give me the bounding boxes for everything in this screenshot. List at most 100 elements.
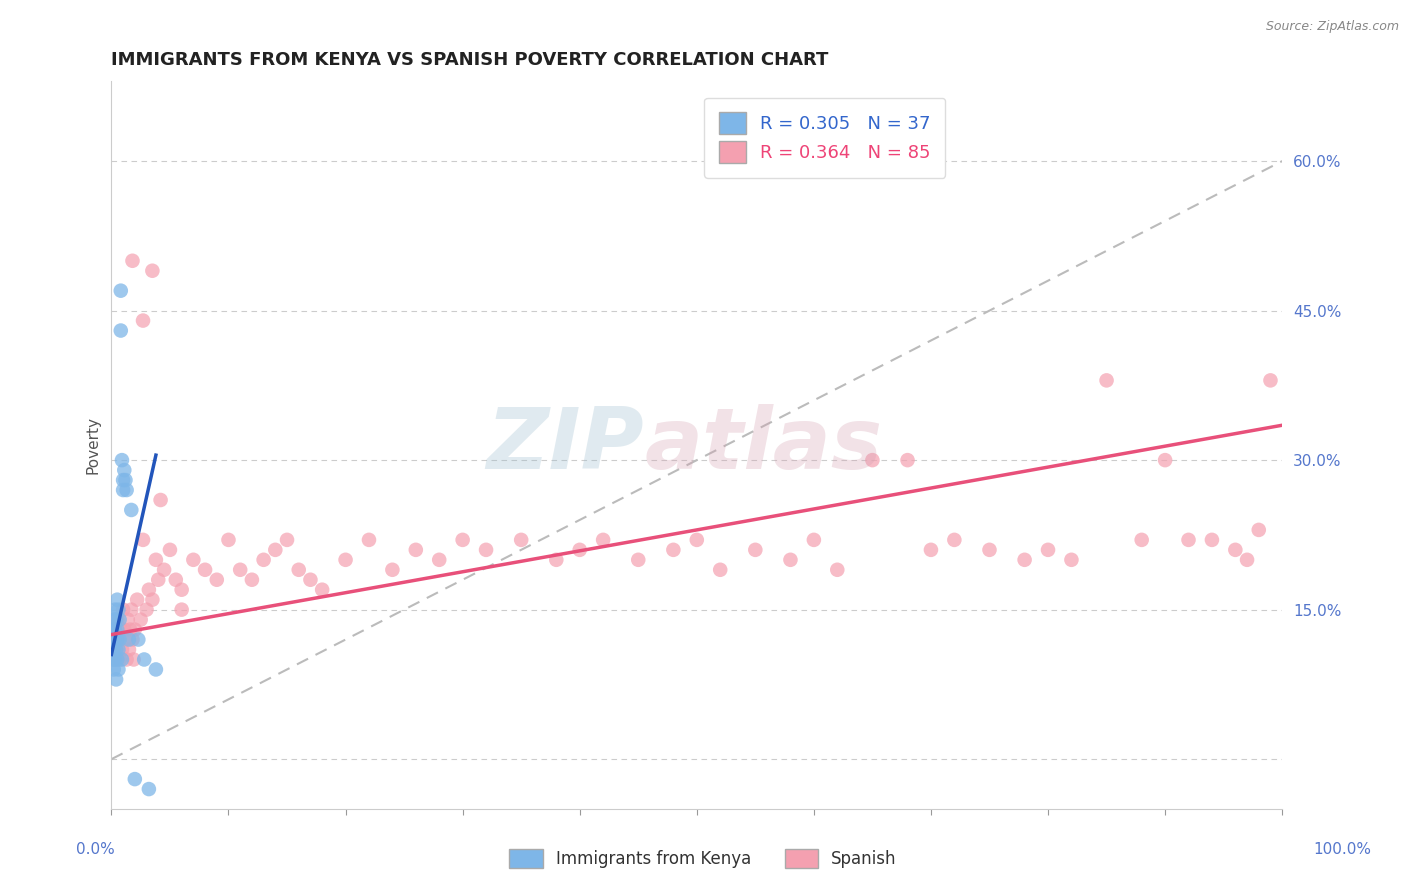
Point bbox=[475, 542, 498, 557]
Point bbox=[132, 533, 155, 547]
Point bbox=[112, 602, 135, 616]
Point bbox=[568, 542, 591, 557]
Point bbox=[1036, 542, 1059, 557]
Point bbox=[132, 313, 155, 327]
Point bbox=[103, 642, 125, 657]
Point bbox=[1154, 453, 1177, 467]
Point bbox=[311, 582, 333, 597]
Point bbox=[803, 533, 825, 547]
Point bbox=[1247, 523, 1270, 537]
Point bbox=[920, 542, 942, 557]
Point bbox=[129, 613, 152, 627]
Point bbox=[134, 652, 156, 666]
Point bbox=[115, 483, 138, 497]
Point bbox=[105, 613, 128, 627]
Point bbox=[120, 602, 142, 616]
Text: atlas: atlas bbox=[644, 404, 882, 487]
Point bbox=[103, 663, 125, 677]
Point bbox=[108, 613, 131, 627]
Point bbox=[264, 542, 287, 557]
Point bbox=[104, 623, 127, 637]
Legend: R = 0.305   N = 37, R = 0.364   N = 85: R = 0.305 N = 37, R = 0.364 N = 85 bbox=[704, 97, 945, 178]
Point bbox=[111, 453, 134, 467]
Point bbox=[111, 642, 134, 657]
Point bbox=[427, 553, 450, 567]
Point bbox=[103, 613, 125, 627]
Point bbox=[138, 782, 160, 797]
Point bbox=[1014, 553, 1036, 567]
Point bbox=[111, 652, 134, 666]
Point bbox=[124, 623, 146, 637]
Point bbox=[112, 463, 135, 477]
Point bbox=[165, 573, 187, 587]
Point bbox=[1201, 533, 1223, 547]
Point bbox=[229, 563, 252, 577]
Point bbox=[744, 542, 766, 557]
Point bbox=[148, 573, 170, 587]
Point bbox=[117, 613, 139, 627]
Point bbox=[112, 483, 135, 497]
Point bbox=[381, 563, 404, 577]
Point bbox=[1060, 553, 1083, 567]
Point bbox=[124, 772, 146, 786]
Point bbox=[405, 542, 427, 557]
Point bbox=[627, 553, 650, 567]
Legend: Immigrants from Kenya, Spanish: Immigrants from Kenya, Spanish bbox=[502, 842, 904, 875]
Point bbox=[104, 623, 127, 637]
Point bbox=[1130, 533, 1153, 547]
Point bbox=[127, 632, 149, 647]
Point bbox=[101, 632, 124, 647]
Text: IMMIGRANTS FROM KENYA VS SPANISH POVERTY CORRELATION CHART: IMMIGRANTS FROM KENYA VS SPANISH POVERTY… bbox=[111, 51, 828, 69]
Point bbox=[170, 602, 193, 616]
Point bbox=[141, 592, 163, 607]
Text: 100.0%: 100.0% bbox=[1313, 842, 1372, 856]
Point bbox=[592, 533, 614, 547]
Point bbox=[120, 503, 142, 517]
Point bbox=[112, 623, 135, 637]
Point bbox=[276, 533, 298, 547]
Point bbox=[779, 553, 801, 567]
Text: ZIP: ZIP bbox=[486, 404, 644, 487]
Point bbox=[105, 613, 128, 627]
Point bbox=[105, 642, 128, 657]
Point bbox=[218, 533, 240, 547]
Point bbox=[299, 573, 322, 587]
Point bbox=[127, 592, 149, 607]
Point bbox=[105, 623, 128, 637]
Point bbox=[105, 652, 128, 666]
Point bbox=[138, 582, 160, 597]
Point bbox=[149, 493, 172, 508]
Point bbox=[114, 632, 136, 647]
Point bbox=[107, 632, 129, 647]
Point bbox=[101, 652, 124, 666]
Point bbox=[860, 453, 883, 467]
Point bbox=[159, 542, 181, 557]
Point bbox=[896, 453, 918, 467]
Point bbox=[110, 284, 132, 298]
Point bbox=[114, 473, 136, 487]
Point bbox=[107, 642, 129, 657]
Text: Source: ZipAtlas.com: Source: ZipAtlas.com bbox=[1265, 20, 1399, 33]
Y-axis label: Poverty: Poverty bbox=[86, 417, 100, 475]
Point bbox=[662, 542, 685, 557]
Point bbox=[110, 324, 132, 338]
Point bbox=[287, 563, 309, 577]
Point bbox=[510, 533, 533, 547]
Point bbox=[240, 573, 263, 587]
Point bbox=[121, 253, 143, 268]
Point bbox=[121, 632, 143, 647]
Point bbox=[170, 582, 193, 597]
Point bbox=[194, 563, 217, 577]
Point bbox=[252, 553, 274, 567]
Point bbox=[451, 533, 474, 547]
Point bbox=[118, 632, 141, 647]
Point bbox=[153, 563, 176, 577]
Point bbox=[183, 553, 205, 567]
Point bbox=[1260, 373, 1282, 387]
Point bbox=[112, 473, 135, 487]
Point bbox=[686, 533, 709, 547]
Point bbox=[104, 652, 127, 666]
Point bbox=[709, 563, 731, 577]
Point bbox=[546, 553, 568, 567]
Point bbox=[107, 663, 129, 677]
